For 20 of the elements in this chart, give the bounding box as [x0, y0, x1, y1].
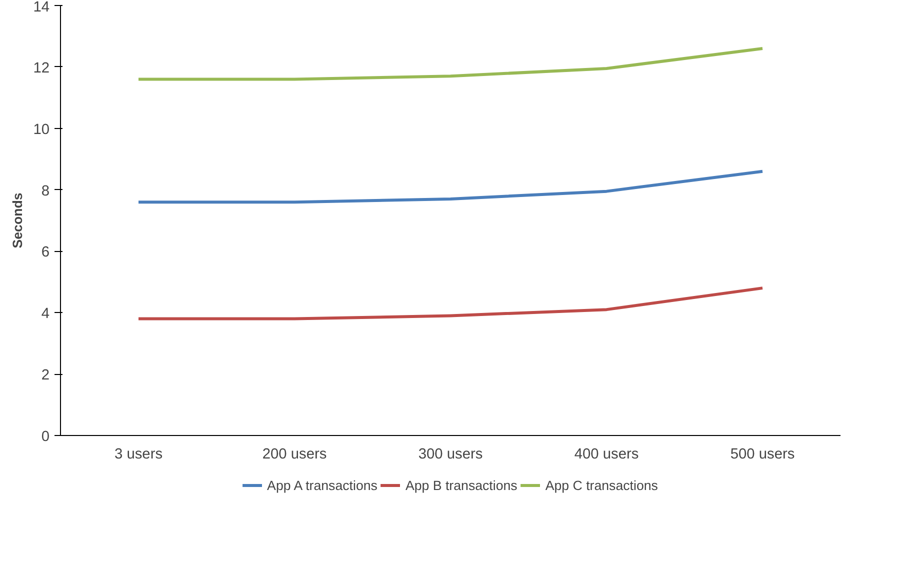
line-series [137, 286, 764, 320]
x-tick-label: 500 users [730, 446, 795, 462]
x-tick-label: 3 users [114, 446, 163, 462]
y-tick-label: 10 [33, 122, 50, 138]
y-tick-label: 14 [33, 0, 50, 16]
legend-label: App A transactions [267, 478, 378, 492]
x-tick-label: 300 users [418, 446, 483, 462]
y-tick-label: 6 [41, 244, 50, 261]
x-tick-label: 200 users [262, 446, 327, 462]
legend-label: App B transactions [405, 478, 518, 492]
y-tick-label: 2 [41, 368, 50, 384]
line-series [137, 47, 764, 81]
y-axis-title: Seconds [10, 192, 26, 248]
line-series [137, 170, 764, 204]
y-tick-label: 4 [41, 306, 50, 322]
x-tick-label: 400 users [574, 446, 639, 462]
y-tick-label: 8 [41, 183, 50, 200]
y-tick-label: 0 [41, 429, 50, 445]
y-tick-label: 12 [33, 60, 50, 76]
legend-label: App C transactions [545, 478, 658, 492]
